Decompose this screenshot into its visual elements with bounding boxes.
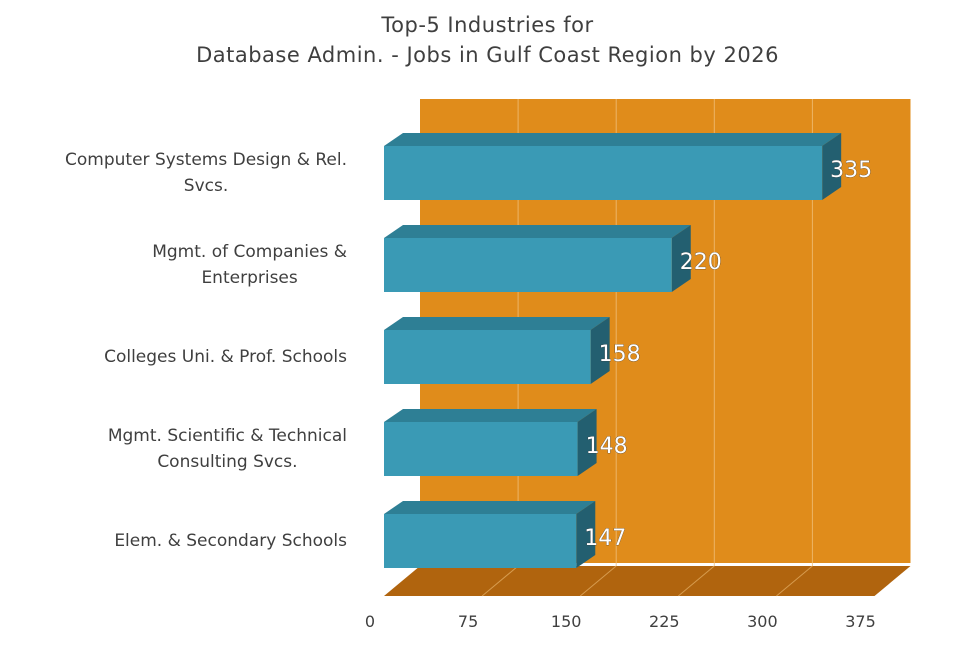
category-label: Mgmt. of Companies &: [152, 242, 347, 262]
bar-side-face: [576, 501, 596, 568]
data-label: 147: [584, 526, 626, 551]
category-label: Svcs.: [184, 176, 228, 196]
bar-side-face: [590, 317, 610, 384]
floor-gridline-150: [579, 565, 617, 597]
x-tick-label: 300: [747, 612, 778, 631]
x-tick-label: 375: [845, 612, 876, 631]
data-label: 148: [586, 434, 628, 459]
category-label: Colleges Uni. & Prof. Schools: [104, 347, 347, 367]
chart-title-line-1: Top-5 Industries for: [381, 13, 594, 37]
bar-top-face: [384, 409, 597, 422]
floor-gridline-300: [776, 565, 813, 597]
bar-front-face: [384, 514, 577, 568]
bar-top-face: [384, 317, 610, 330]
x-tick-label: 0: [365, 612, 375, 631]
bar-front-face: [384, 422, 578, 476]
bar-front-face: [384, 146, 823, 200]
category-label: Elem. & Secondary Schools: [114, 531, 347, 551]
plot-floor: [384, 566, 911, 596]
bar: [384, 317, 610, 384]
x-tick-label: 225: [649, 612, 680, 631]
data-label: 158: [599, 342, 641, 367]
bar: [384, 501, 596, 568]
bar: [384, 225, 691, 292]
x-axis-tick-labels: 0 75 150 225 300 375: [365, 612, 876, 631]
bar: [384, 133, 842, 200]
category-label: Computer Systems Design & Rel.: [65, 150, 347, 170]
category-label: Enterprises: [201, 268, 297, 288]
chart-title-line-2: Database Admin. - Jobs in Gulf Coast Reg…: [196, 43, 779, 67]
data-labels: 335 220 158 148 147: [584, 158, 873, 552]
bars: [384, 133, 842, 568]
bar-side-face: [671, 225, 691, 292]
data-label: 335: [830, 158, 872, 183]
bar-top-face: [384, 133, 842, 146]
chart-title: Top-5 Industries for Database Admin. - J…: [0, 10, 975, 70]
x-tick-label: 150: [551, 612, 582, 631]
data-label: 220: [680, 250, 722, 275]
bar-top-face: [384, 501, 596, 514]
bar-top-face: [384, 225, 691, 238]
category-label: Mgmt. Scientific & Technical: [108, 426, 347, 446]
category-labels: Computer Systems Design & Rel. Svcs. Mgmt.…: [65, 150, 347, 551]
bar-side-face: [822, 133, 842, 200]
category-label: Consulting Svcs.: [157, 452, 297, 472]
bar-front-face: [384, 238, 672, 292]
floor-gridline-225: [677, 565, 715, 597]
bar: [384, 409, 597, 476]
bar-front-face: [384, 330, 591, 384]
bar-side-face: [577, 409, 597, 476]
x-tick-label: 75: [458, 612, 478, 631]
floor-gridline-75: [481, 565, 519, 597]
